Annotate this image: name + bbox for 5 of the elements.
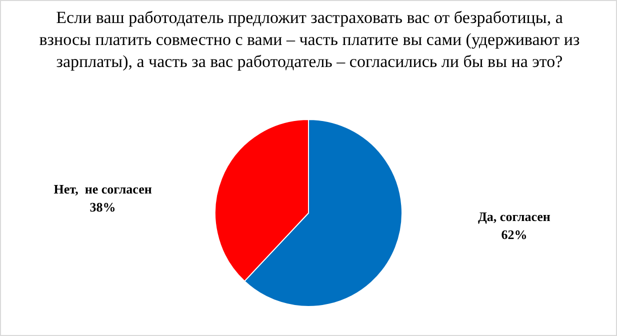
chart-title: Если ваш работодатель предложит застраховать вас от безработицы, а взносы платить совместно с вами – часть платите вы сами (удерживают из зарплаты), а часть за вас работодатель – согласились ли бы вы на это? [38,7,581,73]
slice-label: Да, согласен [478,209,551,224]
slice-label: Нет, не согласен [54,182,152,197]
data-label: 62% [501,227,528,242]
data-label: 38% [90,200,116,215]
